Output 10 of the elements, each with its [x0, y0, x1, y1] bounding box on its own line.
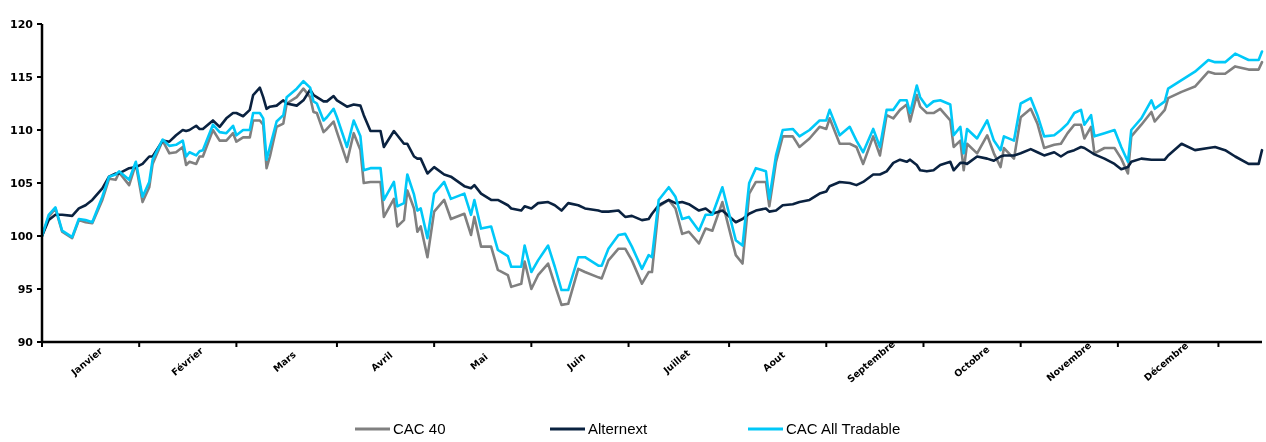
- legend-label: CAC All Tradable: [786, 420, 901, 437]
- legend-label: CAC 40: [393, 420, 446, 437]
- y-tick-label: 115: [10, 70, 33, 84]
- y-tick-label: 120: [10, 17, 34, 31]
- y-tick-label: 105: [10, 176, 33, 190]
- y-tick-label: 100: [10, 229, 34, 243]
- y-tick-label: 110: [10, 123, 34, 137]
- legend-label: Alternext: [588, 420, 649, 437]
- y-tick-label: 90: [17, 335, 34, 349]
- y-tick-label: 95: [17, 282, 33, 296]
